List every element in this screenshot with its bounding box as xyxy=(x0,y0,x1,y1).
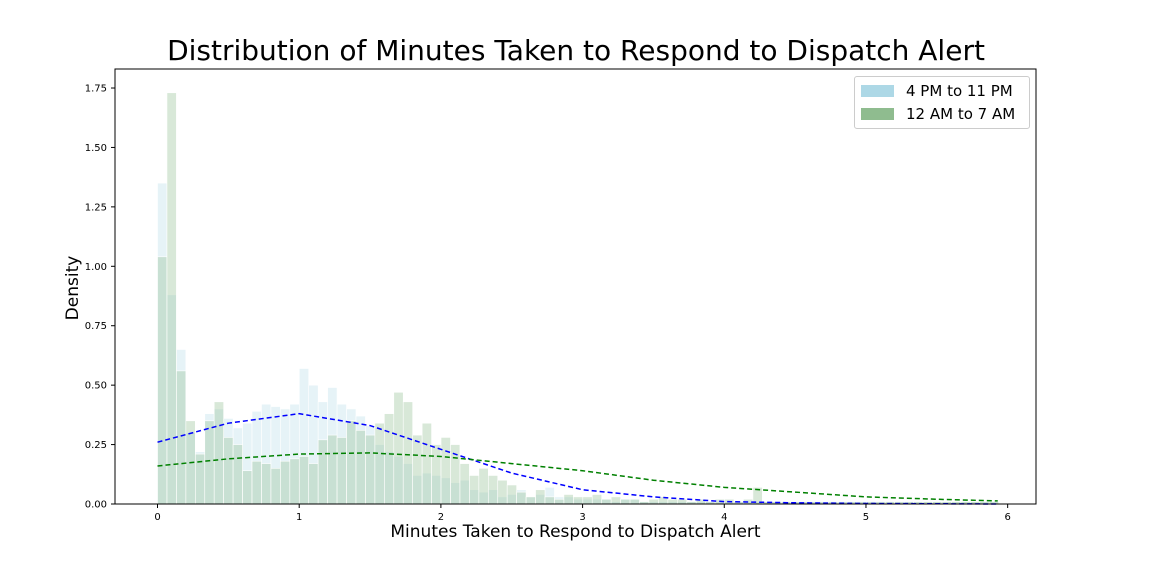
histogram-bar-overnight xyxy=(213,401,224,505)
histogram-bar-overnight xyxy=(440,437,451,505)
x-tick-label: 5 xyxy=(863,512,869,523)
x-tick-label: 2 xyxy=(438,512,444,523)
x-tick-label: 0 xyxy=(154,512,160,523)
histogram-bar-overnight xyxy=(166,92,177,505)
histogram-bar-overnight xyxy=(346,420,357,505)
histogram-bar-overnight xyxy=(554,498,565,505)
legend-label-overnight: 12 AM to 7 AM xyxy=(906,105,1016,123)
density-curve-overnight xyxy=(157,452,998,502)
plot-frame xyxy=(114,68,1037,505)
histogram-bar-overnight xyxy=(421,422,432,505)
x-tick-label: 1 xyxy=(296,512,302,523)
histogram-bar-overnight xyxy=(487,475,499,505)
y-tick-label: 0.00 xyxy=(85,500,107,511)
histogram-bar-overnight xyxy=(261,463,272,505)
histogram-bar-overnight xyxy=(535,489,546,505)
legend: 4 PM to 11 PM 12 AM to 7 AM xyxy=(854,76,1030,129)
histogram-bar-overnight xyxy=(393,391,404,505)
histogram-bar-overnight xyxy=(270,468,281,505)
histogram-bar-overnight xyxy=(506,484,517,505)
histogram-bar-overnight xyxy=(469,475,480,505)
histogram-bar-overnight xyxy=(204,420,215,505)
histogram-bar-overnight xyxy=(629,498,640,505)
legend-swatch-overnight xyxy=(861,108,894,120)
y-tick-label: 1.00 xyxy=(85,262,107,273)
histogram-bar-overnight xyxy=(157,256,168,505)
histogram-bar-overnight xyxy=(402,401,413,505)
histogram-bar-overnight xyxy=(355,430,366,505)
y-axis-label: Density xyxy=(63,255,83,321)
histogram-bar-overnight xyxy=(289,458,300,505)
histogram-bar-overnight xyxy=(232,444,243,505)
histogram-bar-overnight xyxy=(308,463,319,505)
histogram-bar-overnight xyxy=(317,439,328,505)
histogram-bar-overnight xyxy=(459,463,470,505)
histogram-bar-overnight xyxy=(327,434,338,505)
y-tick-label: 0.25 xyxy=(85,440,107,451)
histogram-bar-overnight xyxy=(336,437,347,505)
histogram-bar-overnight xyxy=(374,422,385,505)
y-tick-label: 0.50 xyxy=(85,381,107,392)
y-tick-label: 1.50 xyxy=(85,143,107,154)
x-tick-label: 4 xyxy=(721,512,727,523)
histogram-bar-overnight xyxy=(525,496,536,505)
legend-item-evening: 4 PM to 11 PM xyxy=(861,81,1013,101)
histogram-bar-overnight xyxy=(298,456,310,505)
y-tick-label: 0.75 xyxy=(85,321,107,332)
histogram-bar-overnight xyxy=(223,437,234,505)
histogram-bar-overnight xyxy=(516,491,527,505)
y-tick-label: 1.25 xyxy=(85,202,107,213)
histogram-bar-overnight xyxy=(497,479,508,505)
histogram-bar-overnight xyxy=(280,460,291,505)
legend-label-evening: 4 PM to 11 PM xyxy=(906,82,1013,100)
histogram-bar-overnight xyxy=(365,434,376,505)
histogram-bar-overnight xyxy=(242,470,253,505)
histogram-bar-overnight xyxy=(591,494,602,505)
histogram-bar-overnight xyxy=(601,498,612,505)
histogram-bar-overnight xyxy=(648,498,659,505)
histogram-bar-overnight xyxy=(677,498,688,505)
histogram-bar-overnight xyxy=(412,434,423,505)
histogram-bar-overnight xyxy=(573,496,584,505)
histogram-bar-overnight xyxy=(582,496,593,505)
legend-swatch-evening xyxy=(861,85,894,97)
histogram-bar-overnight xyxy=(384,413,395,505)
legend-item-overnight: 12 AM to 7 AM xyxy=(861,104,1015,124)
histogram-bar-overnight xyxy=(610,496,621,505)
histogram-bar-overnight xyxy=(544,496,555,505)
y-tick-label: 1.75 xyxy=(85,84,107,95)
histogram-bar-overnight xyxy=(478,468,489,505)
histogram-bar-overnight xyxy=(667,498,678,505)
x-axis-label: Minutes Taken to Respond to Dispatch Ale… xyxy=(390,522,761,542)
x-tick-label: 3 xyxy=(579,512,585,523)
histogram-bar-overnight xyxy=(620,498,631,505)
x-tick-label: 6 xyxy=(1004,512,1010,523)
chart-title: Distribution of Minutes Taken to Respond… xyxy=(167,34,985,67)
histogram-bar-overnight xyxy=(563,494,574,505)
histogram-bar-overnight xyxy=(431,444,442,505)
histogram-bar-overnight xyxy=(251,460,262,505)
